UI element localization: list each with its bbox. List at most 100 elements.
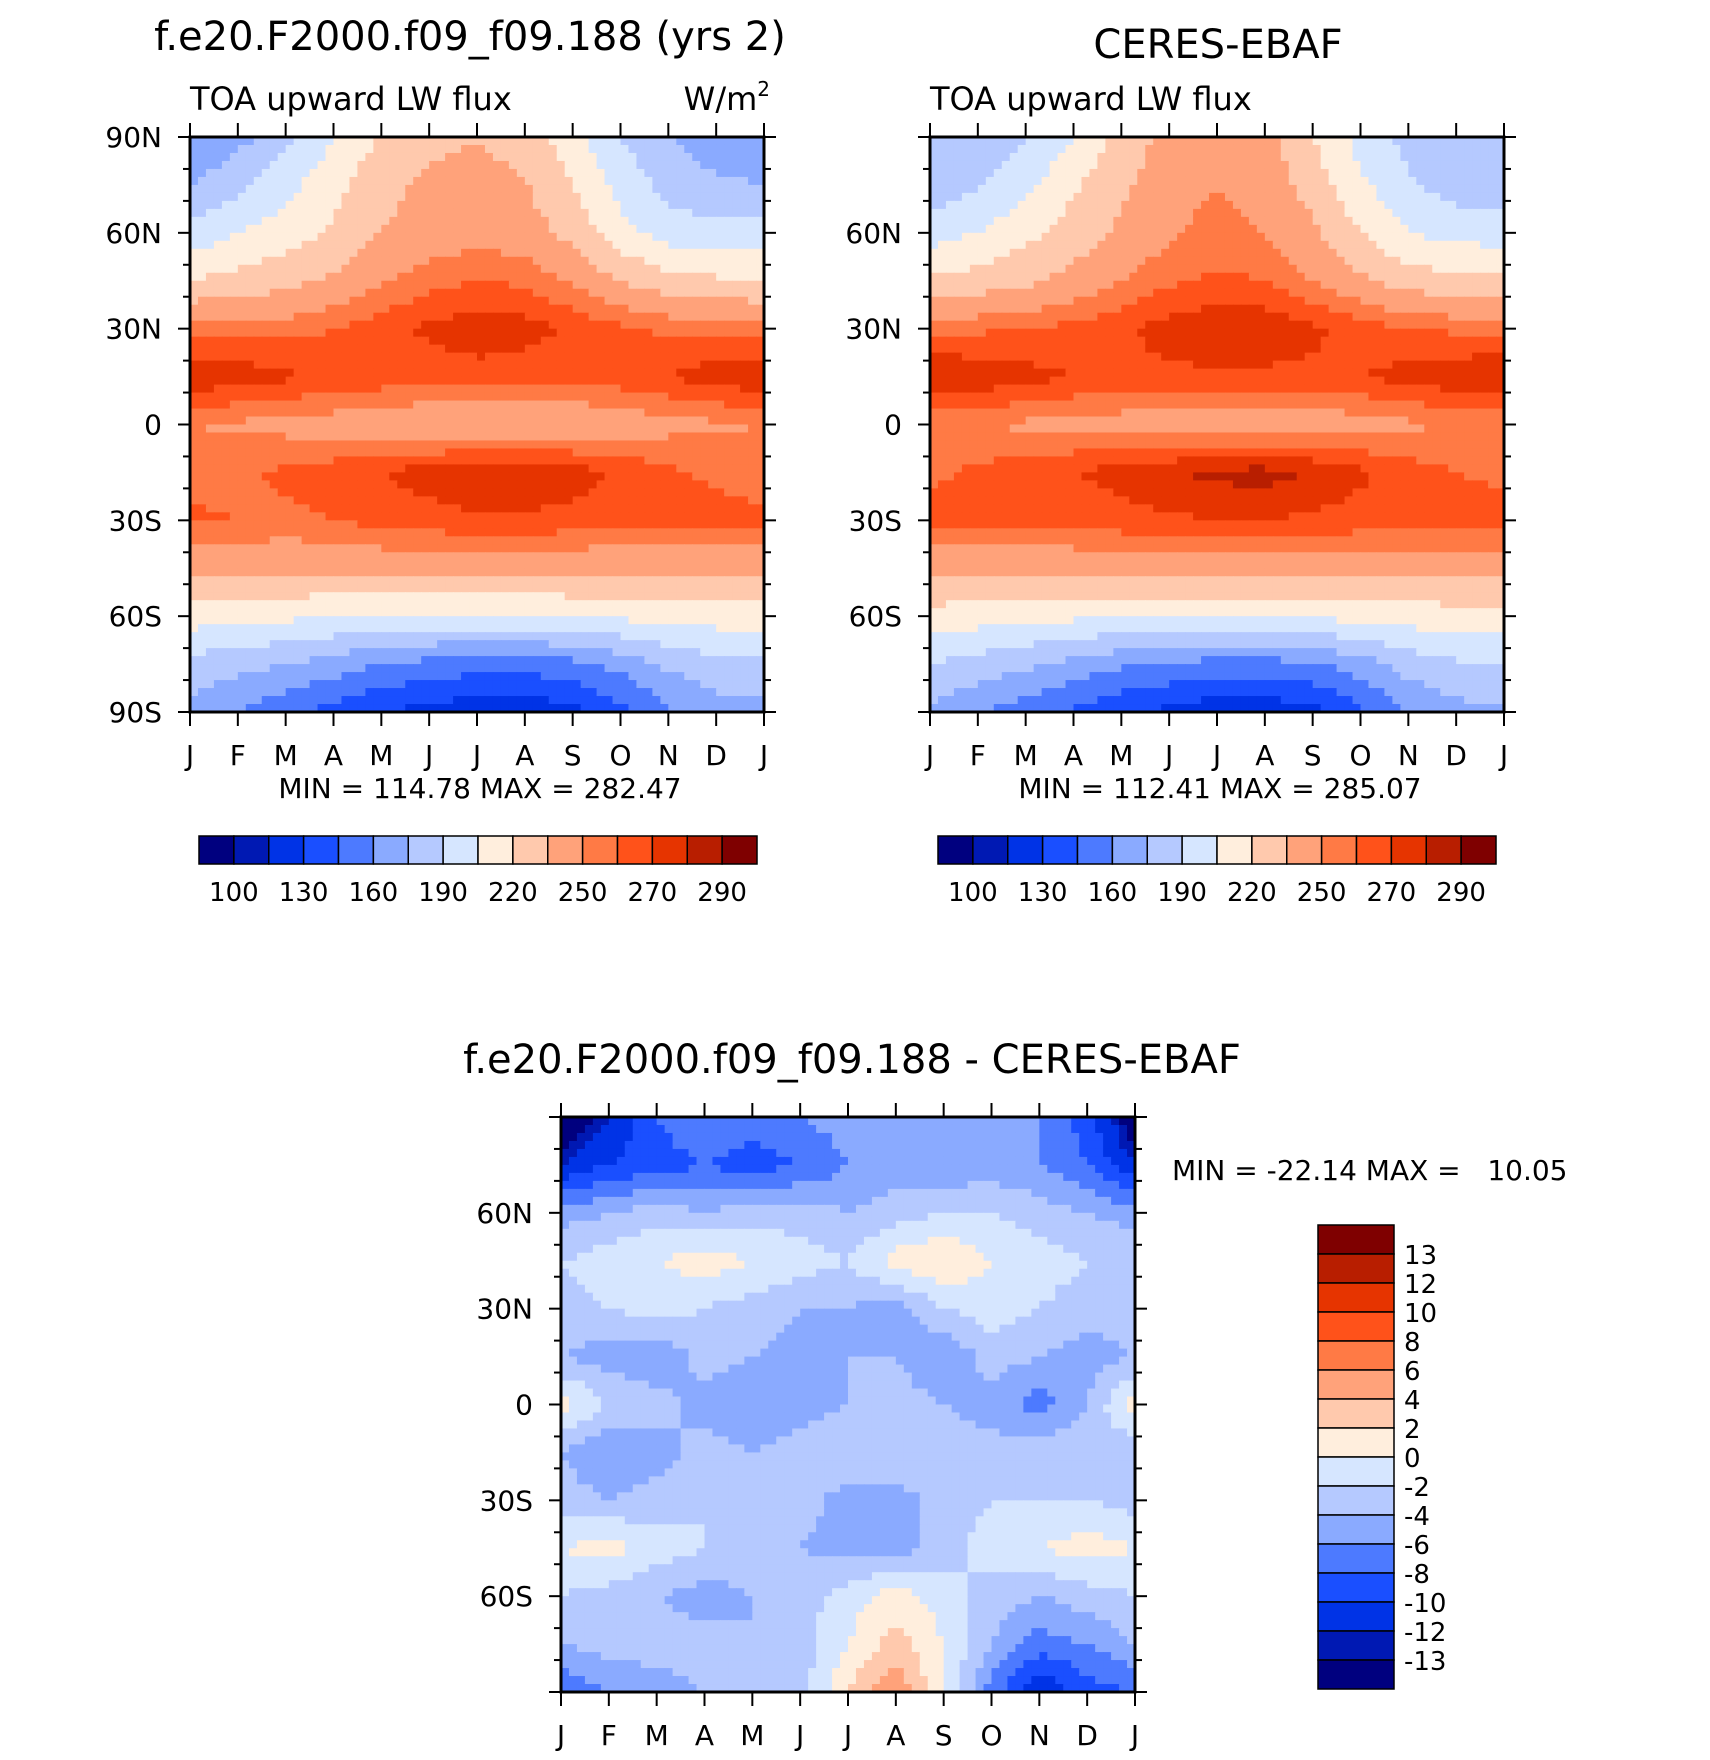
field-cell <box>285 344 295 354</box>
field-cell <box>309 280 319 290</box>
field-cell <box>604 400 614 410</box>
field-cell <box>548 488 558 497</box>
field-cell <box>668 384 677 394</box>
field-cell <box>500 504 510 513</box>
field-cell <box>636 672 646 681</box>
field-cell <box>381 544 390 553</box>
field-cell <box>724 416 733 426</box>
field-cell <box>365 280 374 290</box>
field-cell <box>205 408 215 418</box>
field-cell <box>516 176 526 186</box>
field-cell <box>700 592 709 601</box>
field-cell <box>325 664 335 673</box>
field-cell <box>445 680 454 689</box>
field-cell <box>596 552 606 561</box>
field-cell <box>556 440 566 450</box>
field-cell <box>421 632 430 641</box>
field-cell <box>261 352 271 362</box>
field-cell <box>660 240 669 250</box>
field-cell <box>333 472 343 482</box>
field-cell <box>636 240 646 250</box>
field-cell <box>500 616 510 625</box>
field-cell <box>190 416 199 426</box>
field-cell <box>660 648 669 657</box>
field-cell <box>660 176 669 186</box>
field-cell <box>732 296 741 306</box>
field-cell <box>453 528 462 537</box>
field-cell <box>333 592 343 601</box>
field-cell <box>205 440 215 450</box>
field-cell <box>548 328 558 338</box>
field-cell <box>508 280 518 290</box>
field-cell <box>349 480 359 489</box>
field-cell <box>277 488 287 497</box>
field-cell <box>692 376 701 386</box>
field-cell <box>429 456 438 466</box>
field-cell <box>508 576 518 585</box>
field-cell <box>461 680 470 689</box>
field-cell <box>644 512 653 521</box>
field-cell <box>421 608 430 617</box>
field-cell <box>556 400 566 410</box>
field-cell <box>213 264 223 274</box>
field-cell <box>500 137 510 146</box>
field-cell <box>365 288 374 298</box>
field-cell <box>389 632 398 641</box>
field-cell <box>190 184 199 194</box>
field-cell <box>277 208 287 218</box>
field-cell <box>469 472 478 482</box>
field-cell <box>405 168 414 178</box>
field-cell <box>221 312 231 322</box>
field-cell <box>604 568 614 577</box>
field-cell <box>708 200 717 210</box>
field-cell <box>357 168 366 178</box>
field-cell <box>190 264 199 274</box>
field-cell <box>572 160 582 170</box>
field-cell <box>508 232 518 242</box>
field-cell <box>564 272 574 282</box>
field-cell <box>325 256 335 266</box>
field-cell <box>684 248 693 258</box>
field-cell <box>341 248 351 258</box>
field-cell <box>261 232 271 242</box>
field-cell <box>540 344 550 354</box>
field-cell <box>325 616 335 625</box>
field-cell <box>293 576 303 585</box>
field-cell <box>636 656 646 665</box>
field-cell <box>612 312 622 322</box>
field-cell <box>477 304 486 314</box>
field-cell <box>357 656 366 665</box>
field-cell <box>301 528 311 537</box>
field-cell <box>548 432 558 442</box>
field-cell <box>237 632 247 641</box>
field-cell <box>221 568 231 577</box>
field-cell <box>516 144 526 154</box>
field-cell <box>277 536 287 545</box>
field-cell <box>548 448 558 458</box>
field-cell <box>213 584 223 593</box>
field-cell <box>413 656 422 665</box>
field-cell <box>556 288 566 298</box>
field-cell <box>429 648 438 657</box>
field-cell <box>365 672 374 681</box>
field-cell <box>628 440 638 450</box>
field-cell <box>556 224 566 234</box>
field-cell <box>237 544 247 553</box>
field-cell <box>269 656 279 665</box>
field-cell <box>580 464 590 474</box>
field-cell <box>373 416 382 426</box>
field-cell <box>724 528 733 537</box>
field-cell <box>668 512 677 521</box>
field-cell <box>684 320 693 330</box>
field-cell <box>373 384 382 394</box>
field-cell <box>492 296 502 306</box>
field-cell <box>285 568 295 577</box>
field-cell <box>325 232 335 242</box>
field-cell <box>285 624 295 633</box>
field-cell <box>389 672 398 681</box>
field-cell <box>756 472 765 482</box>
field-cell <box>716 544 725 553</box>
field-cell <box>221 448 231 458</box>
field-cell <box>756 216 765 226</box>
field-cell <box>620 512 630 521</box>
